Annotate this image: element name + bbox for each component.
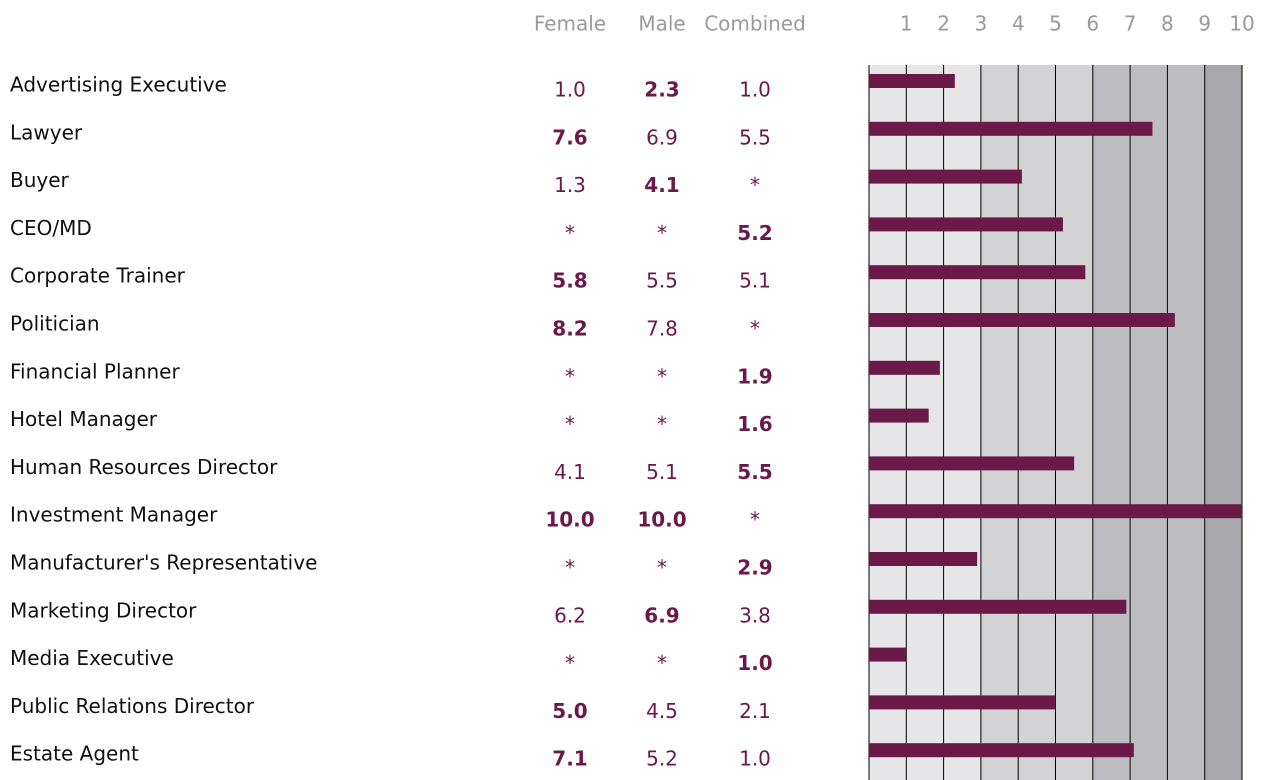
- tick-label: 2: [937, 12, 950, 36]
- cell: 6.9: [644, 603, 679, 627]
- cell: 5.5: [646, 269, 678, 293]
- tick-label: 6: [1086, 12, 1099, 36]
- cell: 6.9: [646, 125, 678, 149]
- bar: [869, 552, 978, 566]
- cell: *: [565, 556, 575, 580]
- bar: [869, 695, 1056, 710]
- column-header: Female: [534, 12, 606, 36]
- tick-label: 1: [900, 12, 913, 36]
- cell: *: [750, 173, 760, 197]
- row-label: Human Resources Director: [10, 455, 278, 479]
- tick-label: 3: [975, 12, 988, 36]
- bar: [869, 360, 940, 375]
- row-label: Advertising Executive: [10, 73, 227, 97]
- cell: 5.8: [552, 269, 587, 293]
- cell: 7.8: [646, 317, 678, 341]
- cell: 1.9: [737, 364, 772, 388]
- bar: [869, 647, 907, 662]
- cell: 5.1: [646, 460, 678, 484]
- row-label: Politician: [10, 312, 100, 336]
- cell: 1.6: [737, 412, 772, 436]
- row-label: Manufacturer's Representative: [10, 551, 317, 575]
- cell: 5.0: [552, 699, 587, 723]
- bar: [869, 599, 1127, 614]
- cell: *: [565, 651, 575, 675]
- bar: [869, 408, 929, 423]
- tick-label: 4: [1012, 12, 1025, 36]
- cell: 1.0: [739, 747, 771, 771]
- bar: [869, 169, 1022, 184]
- cell: 8.2: [552, 317, 587, 341]
- cell: 10.0: [637, 508, 686, 532]
- cell: 4.5: [646, 699, 678, 723]
- row-label: Investment Manager: [10, 503, 218, 527]
- cell: *: [657, 412, 667, 436]
- row-label: Media Executive: [10, 646, 174, 670]
- cell: 1.0: [554, 78, 586, 102]
- scale-band: [1092, 65, 1131, 780]
- bar: [869, 313, 1175, 327]
- scale-band: [1204, 65, 1242, 780]
- cell: 5.1: [739, 269, 771, 293]
- cell: 2.9: [737, 556, 772, 580]
- cell: 5.2: [737, 221, 772, 245]
- tick-label: 5: [1049, 12, 1062, 36]
- row-label: Public Relations Director: [10, 694, 255, 718]
- cell: 2.3: [644, 78, 679, 102]
- row-label: Marketing Director: [10, 598, 197, 622]
- cell: *: [565, 412, 575, 436]
- cell: 2.1: [739, 699, 771, 723]
- tick-label: 9: [1198, 12, 1211, 36]
- cell: 5.2: [646, 747, 678, 771]
- cell: *: [657, 364, 667, 388]
- scale-band: [1055, 65, 1093, 780]
- cell: 5.5: [737, 460, 772, 484]
- bar: [869, 217, 1063, 232]
- cell: *: [657, 556, 667, 580]
- scale-band: [943, 65, 981, 780]
- bar: [869, 74, 955, 88]
- cell: 7.6: [552, 125, 587, 149]
- row-label: CEO/MD: [10, 216, 92, 240]
- cell: 3.8: [739, 603, 771, 627]
- cell: *: [750, 317, 760, 341]
- cell: *: [657, 651, 667, 675]
- tick-label: 7: [1124, 12, 1137, 36]
- scale-band: [1167, 65, 1205, 780]
- tick-label: 8: [1161, 12, 1174, 36]
- cell: *: [565, 364, 575, 388]
- cell: 5.5: [739, 125, 771, 149]
- column-header: Male: [638, 12, 685, 36]
- bar: [869, 121, 1153, 136]
- row-label: Lawyer: [10, 120, 83, 144]
- cell: *: [750, 508, 760, 532]
- row-label: Corporate Trainer: [10, 264, 186, 288]
- row-label: Buyer: [10, 168, 70, 192]
- cell: 1.3: [554, 173, 586, 197]
- row-label: Hotel Manager: [10, 407, 158, 431]
- bar: [869, 265, 1086, 280]
- tick-label: 10: [1229, 12, 1254, 36]
- column-header: Combined: [704, 12, 806, 36]
- cell: *: [657, 221, 667, 245]
- scale-band: [1130, 65, 1168, 780]
- cell: 7.1: [552, 747, 587, 771]
- bar: [869, 456, 1075, 471]
- row-label: Financial Planner: [10, 359, 180, 383]
- bar: [869, 504, 1242, 519]
- cell: 10.0: [545, 508, 594, 532]
- cell: *: [565, 221, 575, 245]
- cell: 6.2: [554, 603, 586, 627]
- cell: 1.0: [739, 78, 771, 102]
- scale-band: [1018, 65, 1056, 780]
- scale-band: [980, 65, 1019, 780]
- cell: 4.1: [644, 173, 679, 197]
- cell: 1.0: [737, 651, 772, 675]
- cell: 4.1: [554, 460, 586, 484]
- row-label: Estate Agent: [10, 742, 139, 766]
- bar: [869, 743, 1134, 758]
